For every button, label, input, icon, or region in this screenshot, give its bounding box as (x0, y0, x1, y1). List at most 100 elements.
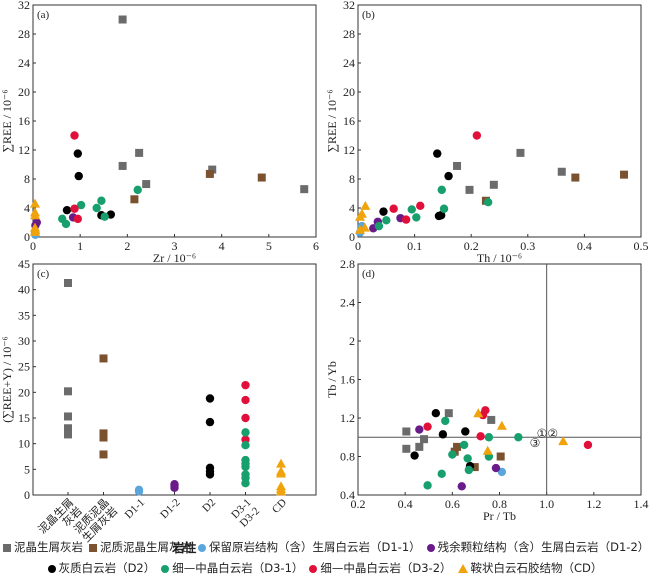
panel-label: (b) (362, 9, 375, 21)
series-CD (473, 408, 569, 455)
y-tick-label: 20 (343, 85, 355, 99)
data-point-square (99, 354, 108, 363)
series-mudstone_bioclastic_limestone (118, 15, 309, 194)
series-D3-1 (241, 428, 250, 488)
data-point-circle (205, 417, 215, 427)
y-tick-label: 32 (18, 0, 30, 12)
category-label: 泥质泥晶生屑灰岩 (71, 496, 120, 545)
legend-square-icon (89, 543, 97, 552)
data-point-circle (412, 213, 421, 222)
series-D1-1 (134, 485, 144, 496)
y-tick-label: 15 (18, 411, 30, 425)
data-point-circle (431, 408, 441, 418)
data-point-triangle (558, 436, 569, 446)
data-point-circle (514, 433, 523, 442)
data-point-circle (401, 215, 411, 224)
data-point-circle (100, 212, 109, 221)
data-point-square (300, 185, 309, 194)
panel-label: (a) (37, 9, 50, 21)
series-argillaceous_bioclastic_limestone (130, 169, 266, 204)
legend-circle-icon (161, 564, 170, 573)
data-point-square (496, 452, 505, 461)
data-point-square (257, 173, 266, 182)
series-D1-2 (415, 425, 501, 491)
y-tick-label: 12 (18, 143, 30, 157)
y-tick-label: 10 (18, 437, 30, 451)
data-point-triangle (276, 486, 286, 496)
data-point-square (420, 435, 429, 444)
series-mudstone_bioclastic_limestone (64, 278, 72, 439)
data-point-square (402, 444, 411, 453)
data-point-square (208, 165, 217, 174)
data-point-square (415, 442, 424, 451)
category-label-line: D2 (200, 497, 218, 515)
x-tick-label: 0.6 (445, 497, 460, 511)
x-tick-label: 2 (124, 239, 130, 253)
series-D3-2 (70, 131, 83, 224)
annotation-label: ①② (537, 426, 559, 440)
data-point-square (557, 167, 566, 176)
category-label: CD (270, 497, 289, 516)
data-point-circle (416, 201, 425, 211)
data-point-circle (205, 470, 215, 479)
y-tick-label: 16 (18, 114, 30, 128)
data-point-circle (92, 203, 101, 213)
x-tick-label: 0.4 (577, 239, 592, 253)
series-D2 (379, 149, 453, 221)
x-axis-label: Pr / Tb (483, 509, 516, 523)
legend-item: 灰质白云岩（D2） (47, 560, 155, 576)
data-point-square (453, 442, 462, 451)
series-D3-1 (58, 185, 142, 229)
x-tick-label: 1.2 (586, 497, 601, 511)
data-point-square (64, 278, 72, 287)
data-point-circle (70, 131, 79, 140)
data-point-circle (463, 454, 472, 463)
data-point-triangle (360, 200, 371, 210)
x-tick-label: 5 (266, 239, 272, 253)
data-point-square (64, 412, 72, 421)
y-tick-label: 2.8 (340, 257, 355, 271)
x-tick-label: 1.4 (634, 497, 649, 511)
data-point-square (402, 427, 411, 436)
x-tick-label: 3 (172, 239, 178, 253)
legend-row-2: 灰质白云岩（D2） 细—中晶白云岩（D3-1） 细—中晶白云岩（D3-2） 鞍状白云石… (0, 560, 650, 576)
data-point-triangle (30, 198, 40, 208)
x-tick-label: 0.2 (464, 239, 479, 253)
series-D1-2 (170, 480, 179, 493)
data-point-circle (441, 416, 450, 426)
category-label-line: CD (270, 497, 289, 516)
x-tick-label: 1.0 (539, 497, 554, 511)
x-axis-label: Zr / 10⁻⁶ (153, 251, 196, 265)
legend-item: 细—中晶白云岩（D3-1） (161, 560, 303, 576)
data-point-circle (410, 451, 419, 460)
legend-item: 泥质泥晶生屑灰岩 (89, 539, 192, 555)
y-tick-label: 45 (18, 257, 30, 271)
data-point-circle (437, 469, 446, 479)
y-tick-label: 5 (24, 462, 30, 476)
y-tick-label: 32 (343, 0, 355, 12)
category-label: D1-1 (123, 497, 147, 521)
y-tick-label: 35 (18, 308, 30, 322)
data-point-circle (374, 221, 384, 231)
data-point-circle (437, 211, 446, 220)
data-point-square (516, 148, 525, 157)
data-point-triangle (30, 210, 40, 220)
data-point-square (64, 430, 72, 439)
data-point-square (99, 429, 108, 438)
y-axis-label: Tb / Yb (325, 361, 339, 398)
panel-d: (d)0.40.81.21.622.42.80.2 0.4 0.6 0.8 1.0 1.2… (325, 257, 649, 523)
legend-circle-icon (198, 543, 206, 552)
series-D2 (410, 408, 475, 471)
data-point-circle (73, 214, 83, 224)
data-point-square (444, 409, 453, 418)
data-point-circle (438, 430, 448, 439)
data-point-square (620, 170, 629, 179)
x-tick-label: 0.8 (492, 497, 507, 511)
y-tick-label: 8 (24, 172, 30, 186)
data-point-square (487, 415, 496, 424)
data-point-circle (448, 450, 457, 459)
series-D3-2 (389, 131, 482, 224)
data-point-square (465, 185, 474, 194)
y-tick-label: 30 (18, 334, 30, 348)
